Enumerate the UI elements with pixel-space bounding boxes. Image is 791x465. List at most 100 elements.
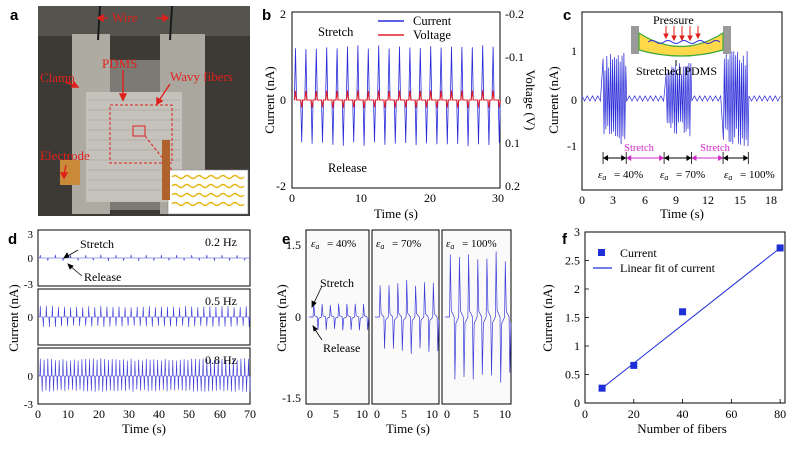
- d-xtick: 10: [62, 407, 74, 421]
- f-ytick-label: 0: [574, 396, 580, 410]
- d-xtick: 20: [93, 407, 105, 421]
- d-xtick: 60: [214, 407, 226, 421]
- b-y2label: Voltage (V): [523, 70, 538, 131]
- panel-d-letter: d: [8, 231, 17, 248]
- d-xtick: 40: [153, 407, 165, 421]
- d-ytick: 0: [28, 371, 34, 383]
- e-xtick: 10: [356, 407, 368, 421]
- panel-f-letter: f: [562, 231, 568, 248]
- c-xtick: 6: [642, 193, 648, 207]
- b-y2tick: 0.1: [505, 136, 520, 150]
- panel-b: b Stretch Release Current Voltage 0 10 2…: [262, 7, 538, 221]
- c-xtick: 15: [734, 193, 746, 207]
- c-stretch2-label: Stretch: [700, 143, 730, 154]
- label-pdms: PDMS: [102, 56, 137, 71]
- c-xtick: 18: [765, 193, 777, 207]
- electrode-right: [162, 140, 170, 200]
- e-xtick: 5: [333, 407, 339, 421]
- c-schematic-left-clamp: [631, 26, 639, 54]
- f-xtick-label: 80: [774, 407, 786, 421]
- b-y2ticks: -0.2 -0.1 0 0.1 0.2: [505, 7, 524, 193]
- e-strain-70: = 70%: [392, 238, 421, 250]
- f-data-point: [599, 385, 606, 392]
- c-pressure-label: Pressure: [653, 13, 694, 27]
- f-xtick-label: 20: [628, 407, 640, 421]
- d-curves: [38, 255, 250, 392]
- e-stretch-label: Stretch: [320, 276, 354, 290]
- b-xlabel: Time (s): [374, 206, 418, 221]
- e-strain-labels: εa = 40% εa = 70% εa = 100%: [311, 238, 497, 251]
- f-legend-marker: [598, 249, 605, 256]
- b-xtick: 0: [289, 191, 295, 205]
- e-xtick: 5: [401, 407, 407, 421]
- c-ytick: 0: [571, 93, 577, 107]
- b-series-current: [294, 45, 500, 146]
- f-xtick-label: 40: [677, 407, 689, 421]
- d-ytick: -3: [24, 279, 34, 291]
- f-ylabel: Current (nA): [540, 284, 555, 352]
- e-ytick: 1.5: [286, 238, 301, 252]
- f-xtick-label: 60: [725, 407, 737, 421]
- f-ytick-label: 1: [574, 339, 580, 353]
- b-release-label: Release: [328, 161, 367, 175]
- e-strain-40: = 40%: [327, 238, 356, 250]
- f-ytick-label: 2.5: [565, 254, 580, 268]
- c-ytick: -1: [567, 139, 577, 153]
- e-release-label: Release: [323, 341, 360, 355]
- d-release-label: Release: [84, 270, 121, 284]
- d-xtick: 70: [244, 407, 256, 421]
- b-legend-current: Current: [413, 14, 452, 28]
- b-xtick: 20: [424, 191, 436, 205]
- b-legend-voltage: Voltage: [413, 28, 451, 42]
- e-xtick: 0: [374, 407, 380, 421]
- e-xlabel: Time (s): [386, 421, 430, 436]
- d-xticks: 0 10 20 30 40 50 60 70: [35, 407, 256, 421]
- c-eps-symbol: εa: [724, 169, 732, 182]
- c-eps-symbol: εa: [660, 169, 668, 182]
- e-strain-100: = 100%: [462, 238, 497, 250]
- b-ytick: -2: [276, 179, 286, 193]
- e-xtick: 0: [307, 407, 313, 421]
- b-series-voltage: [294, 90, 500, 108]
- d-xlabel: Time (s): [122, 421, 166, 436]
- c-stretched-pdms-label: Stretched PDMS: [636, 64, 717, 78]
- label-wavy-fibers: Wavy fibers: [170, 69, 233, 84]
- b-yticks: -2 0 2: [276, 7, 286, 193]
- photo-top-frame: [38, 6, 250, 36]
- f-data-point: [679, 308, 686, 315]
- label-wire: Wire: [112, 10, 138, 25]
- b-stretch-label: Stretch: [318, 25, 354, 39]
- c-strain-70: = 70%: [676, 169, 705, 181]
- b-xtick: 10: [355, 191, 367, 205]
- f-data-point: [777, 244, 784, 251]
- b-y2tick: -0.1: [505, 50, 524, 64]
- d-xtick: 50: [183, 407, 195, 421]
- e-xtick: 10: [499, 407, 511, 421]
- b-curves: [292, 45, 500, 146]
- b-xtick: 30: [492, 191, 504, 205]
- d-stretch-label: Stretch: [80, 237, 114, 251]
- f-ytick-label: 1.5: [565, 311, 580, 325]
- panel-d: d 0.2 Hz 0.5 Hz 0.8 Hz Stretch Release 3…: [6, 229, 256, 436]
- b-ytick: 0: [280, 93, 286, 107]
- panel-c: c Pressure Stretched PDMS Stretch Stretc…: [546, 7, 782, 221]
- b-y2tick: -0.2: [505, 7, 524, 21]
- e-ylabel: Current (nA): [274, 284, 289, 352]
- f-ytick-label: 0.5: [565, 368, 580, 382]
- f-ytick-label: 3: [574, 225, 580, 239]
- d-freq-1: 0.2 Hz: [205, 235, 237, 249]
- e-ytick: 0: [295, 310, 301, 324]
- c-xtick: 9: [673, 193, 679, 207]
- c-strain-40: = 40%: [614, 169, 643, 181]
- f-xtick-label: 0: [582, 407, 588, 421]
- e-xticks: 0 5 10 0 5 10 0 5 10: [307, 407, 511, 421]
- d-series-0_5Hz: [38, 306, 250, 327]
- plot-frame-f: [585, 232, 785, 403]
- f-xticks: 0 20 40 60 80: [582, 399, 786, 421]
- c-xticks: 0 3 6 9 12 15 18: [579, 193, 777, 207]
- d-xtick: 0: [35, 407, 41, 421]
- panel-a-letter: a: [10, 7, 19, 24]
- f-legend-current: Current: [620, 246, 657, 260]
- panel-e: e εa = 40% εa = 70% εa = 100% Stretch Re…: [274, 230, 511, 436]
- label-clamp: Clamp: [40, 70, 75, 85]
